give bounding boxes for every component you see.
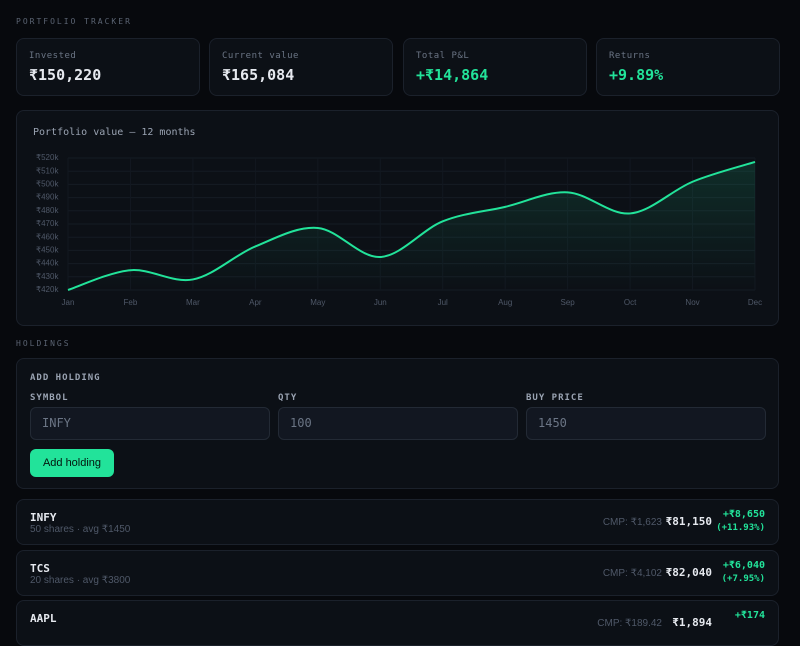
y-tick-label: ₹520k (36, 153, 59, 162)
page-title: PORTFOLIO TRACKER (16, 17, 132, 26)
add-button[interactable]: Add holding (30, 449, 114, 477)
cmp: CMP: ₹189.42 (597, 618, 662, 629)
holding-detail: 20 shares · avg ₹3800 (30, 574, 131, 586)
pnl: +₹6,040 (722, 559, 765, 571)
x-tick-label: Aug (498, 298, 512, 307)
summary-label: Current value (222, 51, 299, 61)
holding-row[interactable]: AAPL CMP: ₹189.42 ₹1,894 +₹174 (16, 600, 779, 646)
holding-detail: 50 shares · avg ₹1450 (30, 524, 131, 535)
cmp: CMP: ₹4,102 (602, 567, 662, 579)
y-tick-label: ₹490k (36, 193, 59, 202)
summary-card: Total P&L +₹14,864 (403, 38, 587, 96)
x-tick-label: Mar (186, 298, 200, 307)
holding-row[interactable]: TCS 20 shares · avg ₹3800 CMP: ₹4,102 ₹82,0… (16, 549, 779, 596)
summary-label: Total P&L (416, 51, 470, 61)
y-tick-label: ₹440k (36, 259, 59, 268)
summary-value: +9.89% (609, 66, 664, 84)
add-holding-card: ADD HOLDING SYMBOL INFY QTY 100 BUY PRICE 145… (16, 358, 779, 489)
x-tick-label: Jan (62, 298, 75, 307)
summary-value: +₹14,864 (416, 66, 489, 84)
chart-card: Portfolio value — 12 months ₹420k ₹430k ₹4… (16, 110, 779, 326)
field-label: SYMBOL (30, 393, 69, 403)
y-tick-label: ₹450k (36, 246, 59, 255)
x-tick-label: Jul (438, 298, 448, 307)
y-tick-label: ₹480k (36, 206, 59, 215)
x-tick-label: Nov (685, 298, 699, 307)
chart-title: Portfolio value — 12 months (33, 127, 196, 138)
chart: ₹420k ₹430k ₹440k ₹450k ₹460k ₹470k ₹480k ₹490k… (36, 153, 762, 307)
summary-label: Returns (609, 51, 651, 61)
summary-label: Invested (29, 51, 77, 61)
line (67, 161, 756, 291)
text-input[interactable]: INFY (30, 407, 270, 440)
y-tick-label: ₹460k (36, 232, 59, 241)
form-title: ADD HOLDING (30, 373, 101, 383)
symbol: TCS (30, 561, 50, 575)
holdings-title: HOLDINGS (16, 339, 71, 348)
y-tick-label: ₹430k (36, 272, 59, 281)
summary-card: Current value ₹165,084 (209, 38, 393, 96)
summary-value: ₹165,084 (222, 66, 295, 84)
x-tick-label: Dec (748, 298, 762, 307)
cmp: CMP: ₹1,623 (602, 517, 662, 528)
summary-card: Invested ₹150,220 (16, 38, 200, 96)
y-tick-label: ₹470k (36, 219, 59, 228)
field-label: QTY (278, 393, 298, 403)
market-value: ₹82,040 (665, 565, 712, 579)
y-tick-label: ₹510k (36, 166, 59, 175)
pnl: +₹174 (734, 610, 765, 621)
text-input[interactable]: 100 (278, 407, 518, 440)
field-label: BUY PRICE (526, 393, 584, 403)
pnl-percent: (+7.95%) (721, 573, 765, 584)
y-tick-label: ₹500k (36, 180, 59, 189)
text-input[interactable]: 1450 (526, 407, 766, 440)
x-tick-label: Apr (249, 298, 262, 307)
summary-card: Returns +9.89% (596, 38, 780, 96)
y-tick-label: ₹420k (36, 285, 59, 294)
x-tick-label: May (310, 298, 325, 307)
x-tick-label: Sep (561, 298, 576, 307)
holding-row[interactable]: INFY 50 shares · avg ₹1450 CMP: ₹1,623 ₹81,… (16, 499, 779, 545)
pnl: +₹8,650 (722, 509, 765, 520)
x-tick-label: Jun (374, 298, 387, 307)
x-tick-label: Feb (124, 298, 138, 307)
symbol: AAPL (30, 612, 57, 625)
summary-value: ₹150,220 (29, 66, 102, 84)
area (68, 161, 755, 290)
pnl-percent: (+11.93%) (716, 523, 765, 533)
page: PORTFOLIO TRACKER Invested ₹150,220 Curren… (16, 17, 780, 646)
market-value: ₹81,150 (665, 515, 712, 528)
market-value: ₹1,894 (672, 616, 712, 629)
x-tick-label: Oct (624, 298, 637, 307)
symbol: INFY (30, 511, 57, 524)
